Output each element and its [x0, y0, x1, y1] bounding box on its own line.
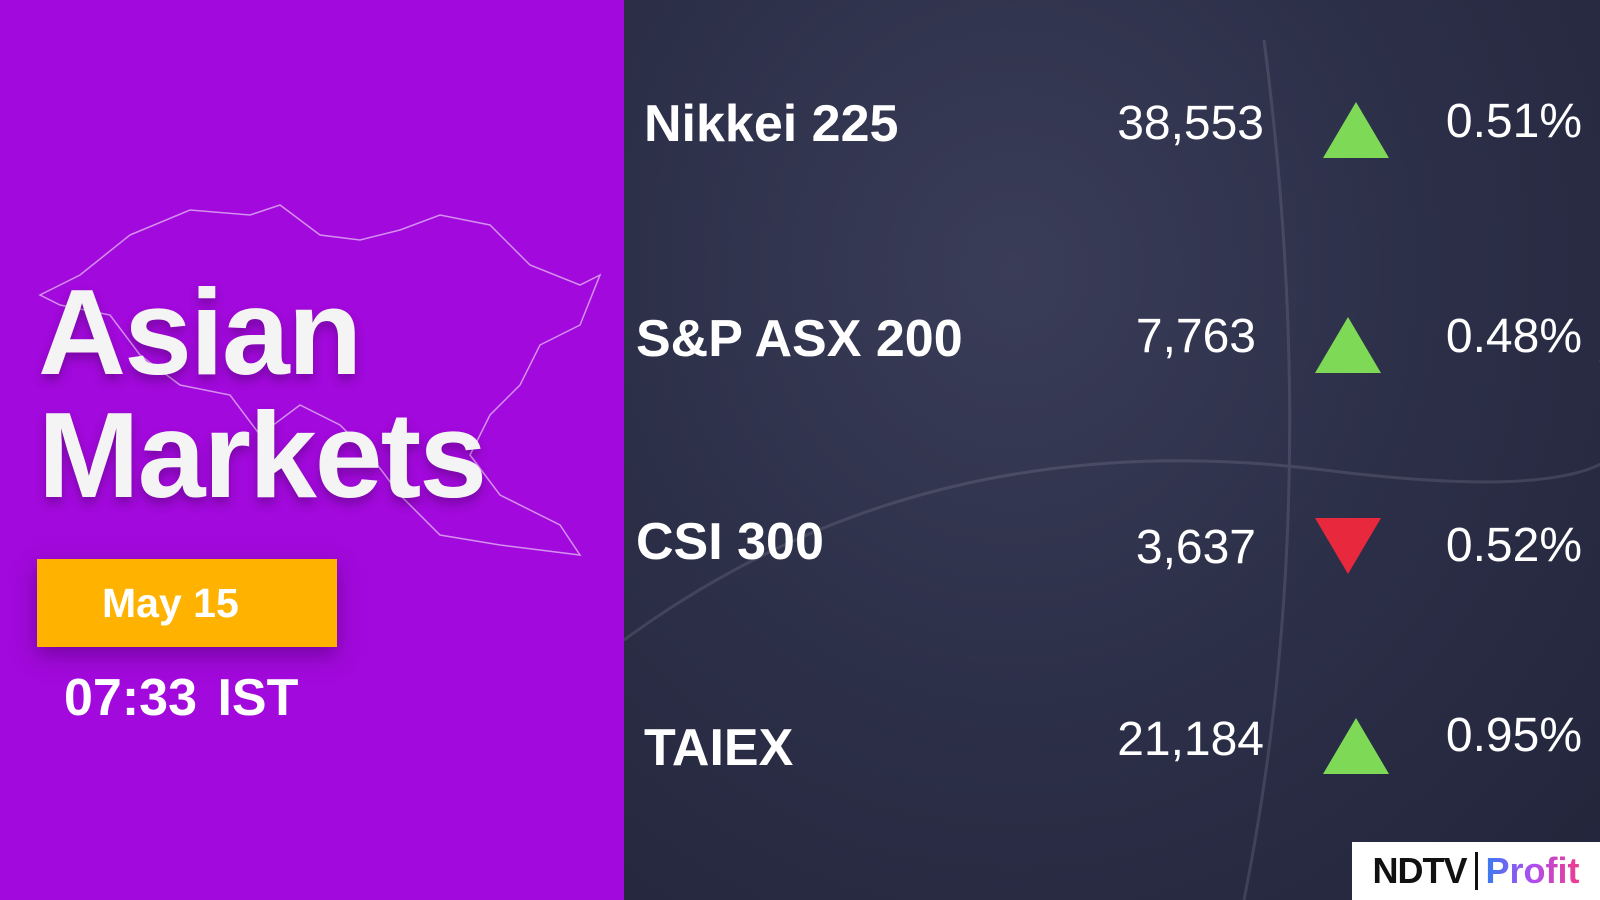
up-arrow-icon [1315, 317, 1381, 373]
index-row-nikkei: Nikkei 225 38,553 0.51% [624, 90, 1600, 170]
ndtv-profit-logo: NDTV Profit [1352, 842, 1600, 900]
index-value: 21,184 [1117, 713, 1264, 766]
index-name: TAIEX [644, 719, 794, 777]
logo-brand: NDTV [1372, 850, 1468, 891]
index-value: 3,637 [1135, 521, 1256, 574]
date-badge: May 15 [37, 559, 337, 647]
headline-line-1: Asian [38, 264, 362, 400]
logo-product: Profit [1485, 850, 1580, 891]
asia-map-outline [38, 204, 602, 556]
down-arrow-icon [1315, 518, 1381, 574]
indices-panel: Nikkei 225 38,553 0.51% S&P ASX 200 7,76… [624, 0, 1600, 900]
up-arrow-icon [1323, 102, 1389, 158]
candlestick-background [624, 39, 1600, 900]
index-change: 0.48% [1445, 310, 1582, 363]
index-row-csi: CSI 300 3,637 0.52% [624, 512, 1600, 592]
date-text: May 15 [102, 579, 239, 626]
index-change: 0.95% [1445, 709, 1582, 762]
index-change: 0.52% [1445, 519, 1582, 572]
index-value: 38,553 [1117, 97, 1264, 150]
logo-divider [1474, 852, 1478, 890]
index-row-asx: S&P ASX 200 7,763 0.48% [624, 305, 1600, 385]
time-text: 07:33 IST [64, 669, 299, 727]
index-name: S&P ASX 200 [636, 310, 963, 368]
index-name: Nikkei 225 [644, 95, 899, 153]
index-name: CSI 300 [636, 513, 824, 571]
index-row-taiex: TAIEX 21,184 0.95% [624, 708, 1600, 788]
headline-line-2: Markets [38, 387, 487, 523]
left-panel: Asian Markets May 15 07:33 IST [0, 0, 624, 900]
index-value: 7,763 [1135, 310, 1256, 363]
up-arrow-icon [1323, 718, 1389, 774]
index-change: 0.51% [1445, 95, 1582, 148]
